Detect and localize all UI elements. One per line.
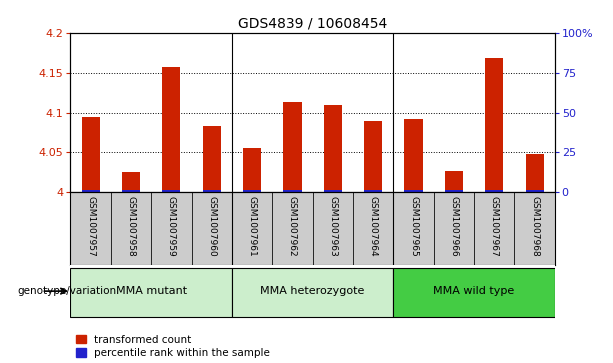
Bar: [151, 192, 191, 265]
Bar: [353, 192, 394, 265]
Bar: [232, 192, 272, 265]
Text: GSM1007957: GSM1007957: [86, 196, 95, 257]
Bar: [474, 192, 514, 265]
Bar: [485, 58, 503, 192]
Bar: [445, 190, 463, 192]
Bar: [243, 148, 261, 192]
Bar: [364, 190, 383, 192]
Bar: [82, 117, 100, 192]
Text: GSM1007964: GSM1007964: [368, 196, 378, 257]
Bar: [364, 121, 383, 192]
Bar: [82, 190, 100, 192]
Bar: [232, 268, 394, 317]
Legend: transformed count, percentile rank within the sample: transformed count, percentile rank withi…: [75, 335, 270, 358]
Text: GSM1007963: GSM1007963: [329, 196, 337, 257]
Bar: [405, 119, 422, 192]
Text: GSM1007966: GSM1007966: [449, 196, 459, 257]
Bar: [394, 268, 555, 317]
Bar: [514, 192, 555, 265]
Bar: [283, 102, 302, 192]
Bar: [203, 190, 221, 192]
Bar: [485, 190, 503, 192]
Text: GSM1007958: GSM1007958: [126, 196, 135, 257]
Text: GSM1007968: GSM1007968: [530, 196, 539, 257]
Text: genotype/variation: genotype/variation: [17, 286, 116, 296]
Bar: [313, 192, 353, 265]
Bar: [243, 190, 261, 192]
Bar: [324, 105, 342, 192]
Bar: [122, 172, 140, 192]
Bar: [324, 190, 342, 192]
Bar: [525, 190, 544, 192]
Bar: [111, 192, 151, 265]
Bar: [203, 126, 221, 192]
Bar: [70, 192, 111, 265]
Bar: [283, 190, 302, 192]
Title: GDS4839 / 10608454: GDS4839 / 10608454: [238, 16, 387, 30]
Text: GSM1007960: GSM1007960: [207, 196, 216, 257]
Text: GSM1007959: GSM1007959: [167, 196, 176, 257]
Text: MMA heterozygote: MMA heterozygote: [261, 286, 365, 296]
Bar: [122, 190, 140, 192]
Bar: [445, 171, 463, 192]
Bar: [191, 192, 232, 265]
Text: GSM1007962: GSM1007962: [288, 196, 297, 257]
Text: GSM1007967: GSM1007967: [490, 196, 499, 257]
Text: GSM1007961: GSM1007961: [248, 196, 257, 257]
Bar: [272, 192, 313, 265]
Text: MMA wild type: MMA wild type: [433, 286, 515, 296]
Text: MMA mutant: MMA mutant: [116, 286, 187, 296]
Bar: [405, 190, 422, 192]
Bar: [433, 192, 474, 265]
Bar: [394, 192, 434, 265]
Bar: [162, 190, 180, 192]
Bar: [162, 67, 180, 192]
Bar: [525, 154, 544, 192]
Text: GSM1007965: GSM1007965: [409, 196, 418, 257]
Bar: [70, 268, 232, 317]
